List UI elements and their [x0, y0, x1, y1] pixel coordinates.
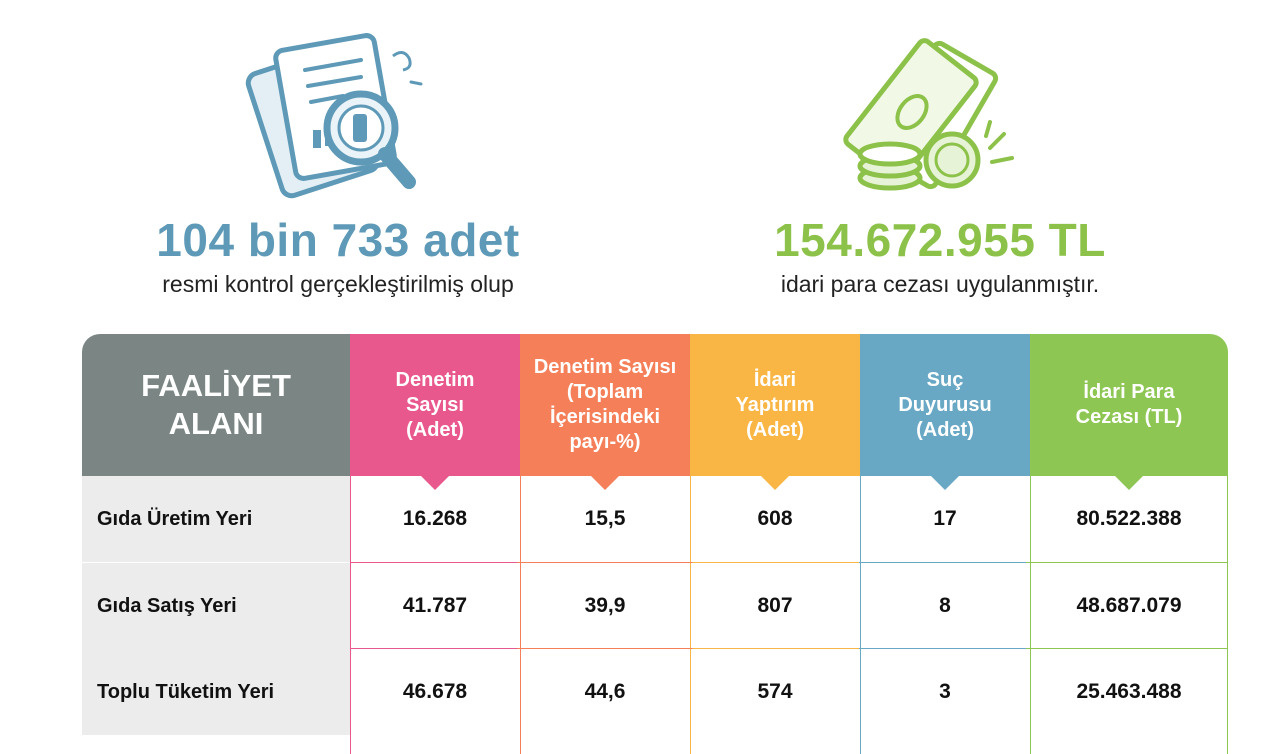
header-criminal-complaint: Suç Duyurusu (Adet) — [860, 334, 1030, 490]
cell-sanction: 608 — [757, 507, 793, 530]
header-sanction: İdari Yaptırım (Adet) — [690, 334, 860, 490]
cell-inspection-count: 41.787 — [402, 594, 468, 617]
activity-table: FAALİYET ALANI Denetim Sayısı (Adet) Den… — [82, 334, 1228, 754]
header-pointer — [421, 476, 449, 490]
fine-stat: 154.672.955 TL idari para cezası uygulan… — [680, 30, 1200, 299]
grid-line — [690, 476, 691, 754]
cell-inspection-share: 15,5 — [584, 507, 626, 530]
activity-area-header-label: FAALİYET ALANI — [141, 368, 291, 441]
cell-criminal-complaint: 8 — [939, 594, 951, 617]
row-divider — [350, 648, 1228, 649]
cell-sanction: 807 — [757, 594, 793, 617]
table-row: Gıda Satış Yeri 41.787 39,9 807 8 48.687… — [82, 563, 1228, 649]
cell-inspection-share: 44,6 — [584, 680, 626, 703]
cell-fine: 48.687.079 — [1076, 594, 1182, 617]
header-pointer — [761, 476, 789, 490]
money-coins-icon — [680, 30, 1200, 205]
cell-inspection-count: 46.678 — [402, 680, 468, 703]
row-divider — [350, 562, 1228, 563]
header-pointer — [931, 476, 959, 490]
header-label: Suç Duyurusu (Adet) — [898, 368, 992, 441]
row-label: Toplu Tüketim Yeri — [82, 649, 350, 735]
header-fine: İdari Para Cezası (TL) — [1030, 334, 1228, 490]
header-label: Denetim Sayısı (Adet) — [395, 368, 475, 441]
cell-inspection-share: 39,9 — [584, 594, 626, 617]
header-label: İdari Para Cezası (TL) — [1075, 381, 1183, 428]
header-inspection-share: Denetim Sayısı (Toplam İçerisindeki payı… — [520, 334, 690, 490]
inspection-stat: 104 bin 733 adet resmi kontrol gerçekleş… — [78, 30, 598, 299]
grid-line — [520, 476, 521, 754]
header-inspection-count: Denetim Sayısı (Adet) — [350, 334, 520, 490]
grid-line — [1227, 476, 1228, 754]
row-label: Gıda Üretim Yeri — [82, 476, 350, 562]
row-label: Gıda Satış Yeri — [82, 563, 350, 649]
header-label: Denetim Sayısı (Toplam İçerisindeki payı… — [533, 356, 677, 453]
fine-amount: 154.672.955 TL — [774, 214, 1106, 266]
cell-fine: 25.463.488 — [1076, 680, 1182, 703]
inspection-count: 104 bin 733 adet — [156, 214, 520, 266]
grid-line — [860, 476, 861, 754]
cell-criminal-complaint: 3 — [939, 680, 951, 703]
cell-fine: 80.522.388 — [1076, 507, 1182, 530]
activity-area-header: FAALİYET ALANI — [82, 334, 350, 476]
header-label: İdari Yaptırım (Adet) — [735, 368, 815, 441]
header-pointer — [591, 476, 619, 490]
grid-line — [350, 476, 351, 754]
header-pointer — [1115, 476, 1143, 490]
cell-sanction: 574 — [757, 680, 793, 703]
grid-line — [1030, 476, 1031, 754]
table-row: Toplu Tüketim Yeri 46.678 44,6 574 3 25.… — [82, 649, 1228, 735]
cell-criminal-complaint: 17 — [933, 507, 957, 530]
document-magnifier-icon — [78, 30, 598, 205]
cell-inspection-count: 16.268 — [402, 507, 468, 530]
fine-caption: idari para cezası uygulanmıştır. — [780, 271, 1100, 297]
inspection-caption: resmi kontrol gerçekleştirilmiş olup — [162, 271, 514, 297]
table-row: Gıda Üretim Yeri 16.268 15,5 608 17 80.5… — [82, 476, 1228, 562]
